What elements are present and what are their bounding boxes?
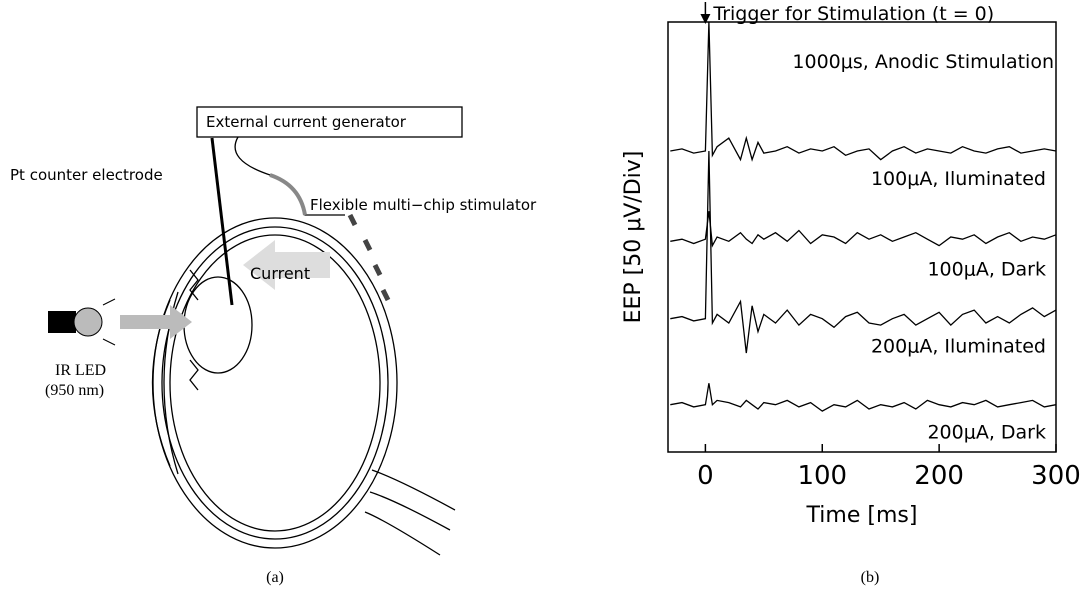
y-axis-label: EEP [50 μV/Div] — [621, 151, 646, 324]
eep-trace — [670, 150, 1057, 354]
current-label: Current — [250, 264, 310, 283]
eep-trace — [670, 21, 1057, 162]
trigger-label: Trigger for Stimulation (t = 0) — [712, 3, 994, 25]
annotation: 1000μs, Anodic Stimulation — [792, 51, 1054, 73]
eye-inner-wall — [161, 226, 389, 540]
generator-label: External current generator — [206, 113, 407, 131]
trace-label: 200μA, Iluminated — [871, 336, 1046, 358]
stimulator-label: Flexible multi−chip stimulator — [310, 196, 537, 214]
stimulator-chips — [347, 213, 391, 302]
trace-label: 100μA, Dark — [927, 258, 1046, 280]
trace-label: 100μA, Iluminated — [871, 168, 1046, 190]
eep-chart: 0 100 200 300 Time [ms] EEP [50 μV/Div] Trigge… — [621, 2, 1081, 528]
plot-frame — [667, 21, 1057, 453]
ciliary-body — [189, 269, 199, 391]
led-label: IR LED — [55, 362, 106, 379]
trace-label: 200μA, Dark — [927, 422, 1046, 444]
x-tick-label: 200 — [914, 461, 964, 491]
lens — [183, 276, 253, 374]
x-axis-label: Time [ms] — [806, 503, 918, 528]
x-tick-label: 100 — [797, 461, 847, 491]
counter-electrode-label: Pt counter electrode — [10, 166, 163, 184]
light-arrow — [120, 305, 192, 339]
trigger-arrowhead — [700, 14, 711, 24]
x-tick-label: 0 — [697, 461, 714, 491]
caption-a: (a) — [266, 569, 284, 586]
current-arrow — [243, 240, 330, 290]
led-lens — [73, 307, 103, 337]
led-body — [48, 311, 76, 333]
x-tick-label: 300 — [1031, 461, 1081, 491]
cable-flex — [269, 173, 307, 216]
counter-electrode — [210, 137, 234, 306]
retina — [169, 234, 381, 532]
generator-box — [196, 106, 463, 138]
eep-trace — [670, 211, 1057, 248]
led-rays — [102, 298, 116, 346]
optic-nerve — [364, 469, 456, 556]
eep-trace — [670, 383, 1057, 412]
led-wavelength: (950 nm) — [45, 382, 104, 399]
caption-b: (b) — [861, 569, 880, 586]
